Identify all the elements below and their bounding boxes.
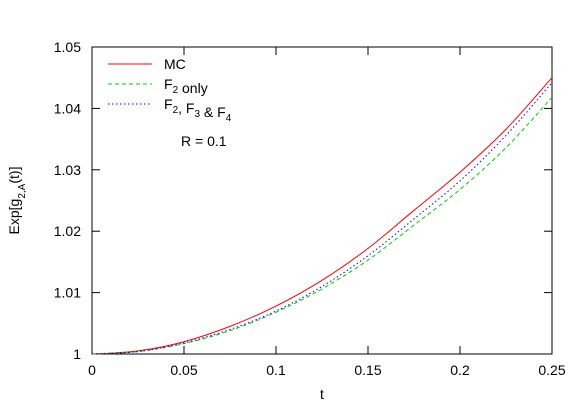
y-axis-label-tail: (t)] (6, 167, 22, 184)
y-tick-label: 1.01 (54, 285, 81, 301)
series-layer (91, 77, 553, 355)
legend-label: MC (164, 56, 186, 72)
plot-frame (91, 46, 553, 355)
x-axis: 0 0.05 0.1 0.15 0.2 0.25 (88, 47, 566, 378)
x-axis-label: t (320, 386, 324, 402)
y-tick-label: 1.02 (54, 223, 81, 239)
y-tick-label: 1.03 (54, 162, 81, 178)
x-tick-label: 0.15 (354, 362, 381, 378)
y-tick-label: 1.04 (54, 100, 81, 116)
y-axis-label-base: Exp[g (6, 199, 22, 235)
x-tick-label: 0 (88, 362, 96, 378)
y-tick-label: 1 (73, 346, 81, 362)
x-tick-label: 0.25 (538, 362, 565, 378)
annotation-label: R = 0.1 (181, 133, 227, 149)
series-line-3 (91, 82, 553, 355)
x-tick-label: 0.05 (170, 362, 197, 378)
legend-label: F2 only (164, 76, 208, 96)
y-axis: 1 1.01 1.02 1.03 1.04 1.05 (54, 39, 552, 362)
x-tick-label: 0.2 (450, 362, 470, 378)
y-tick-label: 1.05 (54, 39, 81, 55)
y-axis-label: Exp[g2,A(t)] (6, 167, 28, 235)
series-line-2 (91, 97, 553, 355)
series-line-1 (91, 77, 553, 355)
x-tick-label: 0.1 (266, 362, 286, 378)
legend-label: F2, F3 & F4 (164, 96, 232, 124)
y-axis-label-sub: 2,A (17, 183, 28, 198)
